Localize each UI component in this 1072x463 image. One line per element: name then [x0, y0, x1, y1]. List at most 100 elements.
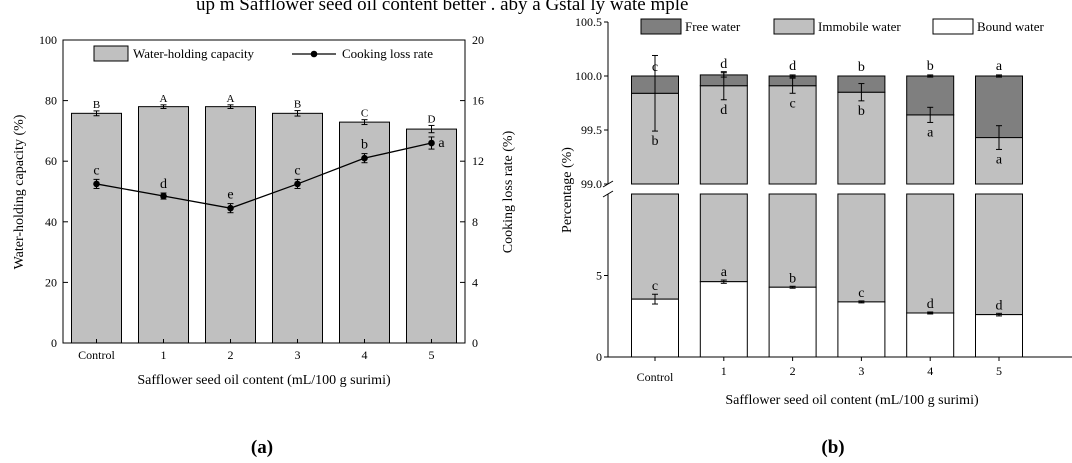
bound-water-letter: c	[858, 286, 864, 301]
bar-significance-letter: B	[294, 99, 301, 111]
y-tick-label: 60	[45, 154, 57, 168]
bar-immobile-water-upper	[975, 137, 1023, 185]
x-tick-label: 2	[228, 348, 234, 362]
bound-water-letter: b	[789, 271, 796, 286]
bar-immobile-water-lower	[975, 193, 1023, 316]
x-tick-label: 1	[161, 348, 167, 362]
legend-label-cooking-loss-rate: Cooking loss rate	[342, 46, 433, 61]
bar-immobile-water-lower	[906, 193, 955, 314]
free-water-letter: b	[858, 60, 865, 75]
line-point	[160, 192, 167, 200]
free-water-letter: a	[996, 59, 1003, 74]
line-significance-letter: e	[227, 188, 233, 203]
y2-axis-label: Cooking loss rate (%)	[501, 130, 516, 253]
immobile-water-letter: a	[927, 125, 934, 140]
legend-swatch-bound-water	[932, 18, 974, 35]
legend-swatch-free-water	[640, 18, 682, 35]
y-tick-label: 40	[45, 215, 57, 229]
bar-immobile-water-lower	[631, 193, 679, 300]
bound-water-letter: d	[996, 298, 1003, 313]
line-point	[428, 139, 435, 147]
chart-b: 99.0 99.5 100.0 100.5 0 5 c b c Control a d d 1 b c d 2 c b…	[560, 15, 1072, 408]
bar-bound-water	[631, 298, 679, 358]
legend-swatch-water-holding-capacity	[93, 45, 129, 62]
immobile-water-letter: b	[858, 104, 865, 119]
axis-break-mark	[602, 190, 614, 198]
line-significance-letter: a	[438, 136, 445, 151]
immobile-water-letter: c	[789, 96, 795, 111]
y-tick-label: 0	[596, 350, 602, 364]
y2-tick-label: 12	[472, 154, 484, 168]
y2-tick-label: 20	[472, 33, 484, 47]
x-tick-label: 3	[858, 364, 864, 378]
bar-water-holding-capacity	[406, 128, 457, 344]
bound-water-letter: c	[652, 279, 658, 294]
legend-label-water-holding-capacity: Water-holding capacity	[133, 46, 255, 61]
x-tick-label: Control	[78, 348, 115, 362]
bar-immobile-water-upper	[906, 114, 955, 185]
y-tick-label: 99.0	[581, 177, 602, 191]
y-tick-label: 99.5	[581, 123, 602, 137]
y-tick-label: 5	[596, 269, 602, 283]
x-tick-label: 5	[996, 364, 1002, 378]
bar-water-holding-capacity	[205, 106, 256, 344]
immobile-water-letter: a	[996, 152, 1003, 167]
line-point	[227, 204, 234, 212]
x-tick-label: 4	[362, 348, 368, 362]
line-cooking-loss-rate	[96, 142, 432, 209]
x-tick-label: 5	[429, 348, 435, 362]
legend-label-immobile-water: Immobile water	[818, 19, 901, 34]
panel-label-a: (a)	[251, 437, 273, 458]
line-point	[294, 180, 301, 188]
bound-water-letter: d	[927, 297, 934, 312]
y-tick-label: 80	[45, 94, 57, 108]
bar-significance-letter: C	[361, 108, 368, 120]
y-axis-label: Percentage (%)	[560, 147, 575, 233]
legend-label-bound-water: Bound water	[977, 19, 1044, 34]
bound-water-letter: a	[721, 265, 728, 280]
bar-significance-letter: A	[227, 93, 235, 105]
bar-bound-water	[837, 301, 886, 358]
line-point	[93, 180, 100, 188]
free-water-letter: c	[652, 60, 658, 75]
y2-tick-label: 4	[472, 275, 478, 289]
line-significance-letter: b	[361, 138, 368, 153]
line-significance-letter: c	[294, 163, 300, 178]
legend-swatch-immobile-water	[773, 18, 815, 35]
y2-tick-label: 16	[472, 94, 484, 108]
free-water-letter: d	[720, 57, 727, 72]
line-significance-letter: c	[93, 163, 99, 178]
panel-label-b: (b)	[821, 437, 844, 458]
legend-label-free-water: Free water	[685, 19, 741, 34]
bar-immobile-water-upper	[837, 91, 886, 185]
bar-bound-water	[906, 312, 955, 358]
legend-marker-cooking-loss-rate	[310, 50, 318, 58]
x-tick-label: 2	[790, 364, 796, 378]
line-point	[361, 154, 368, 162]
immobile-water-letter: d	[720, 103, 727, 118]
x-tick-label: 3	[295, 348, 301, 362]
bar-immobile-water-lower	[699, 193, 748, 283]
bar-water-holding-capacity	[138, 106, 189, 344]
free-water-letter: b	[927, 59, 934, 74]
x-tick-label: 4	[927, 364, 933, 378]
bar-bound-water	[768, 286, 817, 358]
bar-bound-water	[699, 281, 748, 358]
x-tick-label: 1	[721, 364, 727, 378]
y-tick-label: 0	[51, 336, 57, 350]
bar-water-holding-capacity	[272, 112, 323, 344]
bar-significance-letter: D	[428, 113, 436, 125]
x-axis-label: Safflower seed oil content (mL/100 g sur…	[137, 373, 391, 388]
y-tick-label: 100.0	[575, 69, 602, 83]
y2-tick-label: 8	[472, 215, 478, 229]
y-axis-label: Water-holding capacity (%)	[12, 114, 27, 269]
y2-tick-label: 0	[472, 336, 478, 350]
plot-frame-a	[62, 39, 466, 344]
x-tick-label: Control	[637, 370, 674, 384]
bar-immobile-water-lower	[768, 193, 817, 288]
y-tick-label: 100	[39, 33, 57, 47]
free-water-letter: d	[789, 59, 796, 74]
line-significance-letter: d	[160, 177, 167, 192]
bar-immobile-water-upper	[699, 85, 748, 185]
